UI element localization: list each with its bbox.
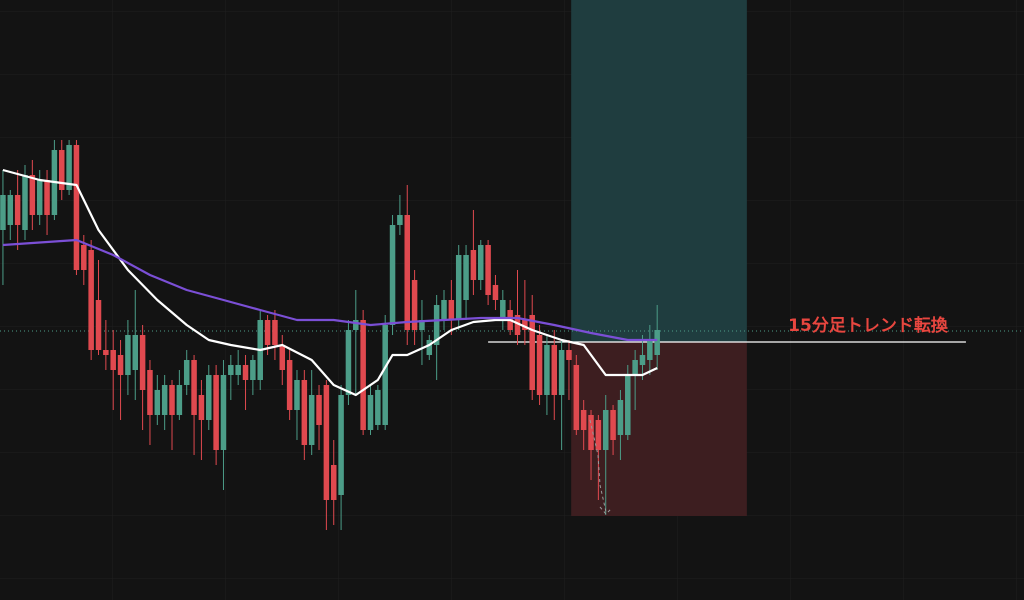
candle-body [191, 360, 197, 415]
candle-body [595, 420, 602, 450]
candle-body [455, 255, 462, 320]
candle-body [110, 350, 116, 370]
candle-body [397, 215, 403, 225]
candle-body [147, 370, 153, 415]
candle-body [654, 330, 660, 355]
candle-body [617, 400, 624, 435]
candle-body [29, 175, 36, 215]
candle-body [294, 380, 300, 410]
candle-body [639, 355, 646, 365]
candle-body [36, 180, 43, 215]
candle-body [308, 395, 315, 445]
candle-body [558, 350, 565, 395]
candle-body [279, 345, 286, 370]
position-tool [571, 0, 747, 516]
candle-body [514, 315, 521, 335]
candle-body [213, 375, 219, 450]
candle-body [367, 395, 374, 430]
candle-body [382, 325, 388, 425]
candle-body [139, 335, 146, 390]
candle-body [132, 335, 139, 370]
candle-body [492, 285, 499, 300]
candle-body [301, 380, 308, 445]
candle-body [625, 375, 631, 435]
candle-body [323, 385, 330, 500]
candle-body [250, 360, 256, 380]
candle-body [88, 250, 94, 350]
candle-body [66, 145, 72, 190]
candle-body [220, 375, 227, 450]
candle-body [522, 320, 528, 330]
candle-body [95, 300, 102, 350]
candle-body [632, 360, 638, 375]
candle-body [345, 330, 352, 395]
candle-body [529, 315, 535, 390]
candle-body [433, 305, 440, 345]
candle-body [338, 395, 344, 495]
candle-body [242, 365, 249, 380]
candle-body [375, 390, 381, 425]
candle-body [330, 465, 337, 500]
candle-body [602, 410, 609, 450]
candle-body [154, 390, 161, 415]
candle-body [610, 410, 616, 440]
candle-body [470, 250, 477, 280]
candle-body [647, 340, 653, 360]
candle-body [183, 360, 190, 385]
candle-body [500, 300, 506, 320]
candle-body [14, 195, 21, 225]
candle-body [360, 320, 366, 430]
candle-body [73, 145, 80, 270]
target-zone [571, 0, 747, 342]
candle-body [404, 215, 411, 330]
candle-body [448, 300, 455, 320]
candle-body [206, 375, 212, 420]
candle-body [228, 365, 234, 375]
candle-body [176, 385, 183, 415]
candle-body [7, 195, 14, 225]
annotation: 15分足トレンド転換 [788, 315, 949, 336]
candle-body [264, 320, 271, 345]
candle-body [536, 335, 543, 395]
moving-average [2, 168, 658, 397]
candle-body [117, 355, 124, 375]
candle-body [411, 280, 418, 330]
candle-body [161, 385, 168, 415]
candle-body [81, 245, 87, 270]
candle-body [463, 255, 469, 300]
projection-arrow [589, 419, 613, 515]
candle-body [419, 320, 425, 330]
candle-body [573, 365, 580, 430]
candle-body [426, 340, 433, 355]
candle-body [580, 410, 587, 430]
candle-body [44, 180, 50, 215]
candle-body [551, 345, 558, 395]
candle-body [441, 300, 447, 320]
candles [0, 140, 660, 530]
candle-body [316, 395, 322, 425]
candle-body [286, 360, 293, 410]
candle-body [389, 225, 396, 325]
candle-body [235, 365, 241, 375]
candle-body [125, 335, 131, 375]
candle-body [272, 320, 278, 345]
candle-body [103, 350, 109, 355]
candle-body [478, 245, 484, 280]
moving-averages [2, 168, 658, 397]
candle-body [353, 320, 359, 330]
candle-body [22, 175, 28, 230]
candle-body [58, 150, 65, 190]
candle-body [566, 350, 572, 360]
moving-average [2, 238, 658, 342]
candle-body [544, 345, 550, 395]
candle-body [485, 245, 491, 295]
candle-body [169, 385, 175, 415]
candle-body [588, 415, 594, 450]
candle-body [198, 395, 205, 420]
candle-body [0, 195, 6, 230]
